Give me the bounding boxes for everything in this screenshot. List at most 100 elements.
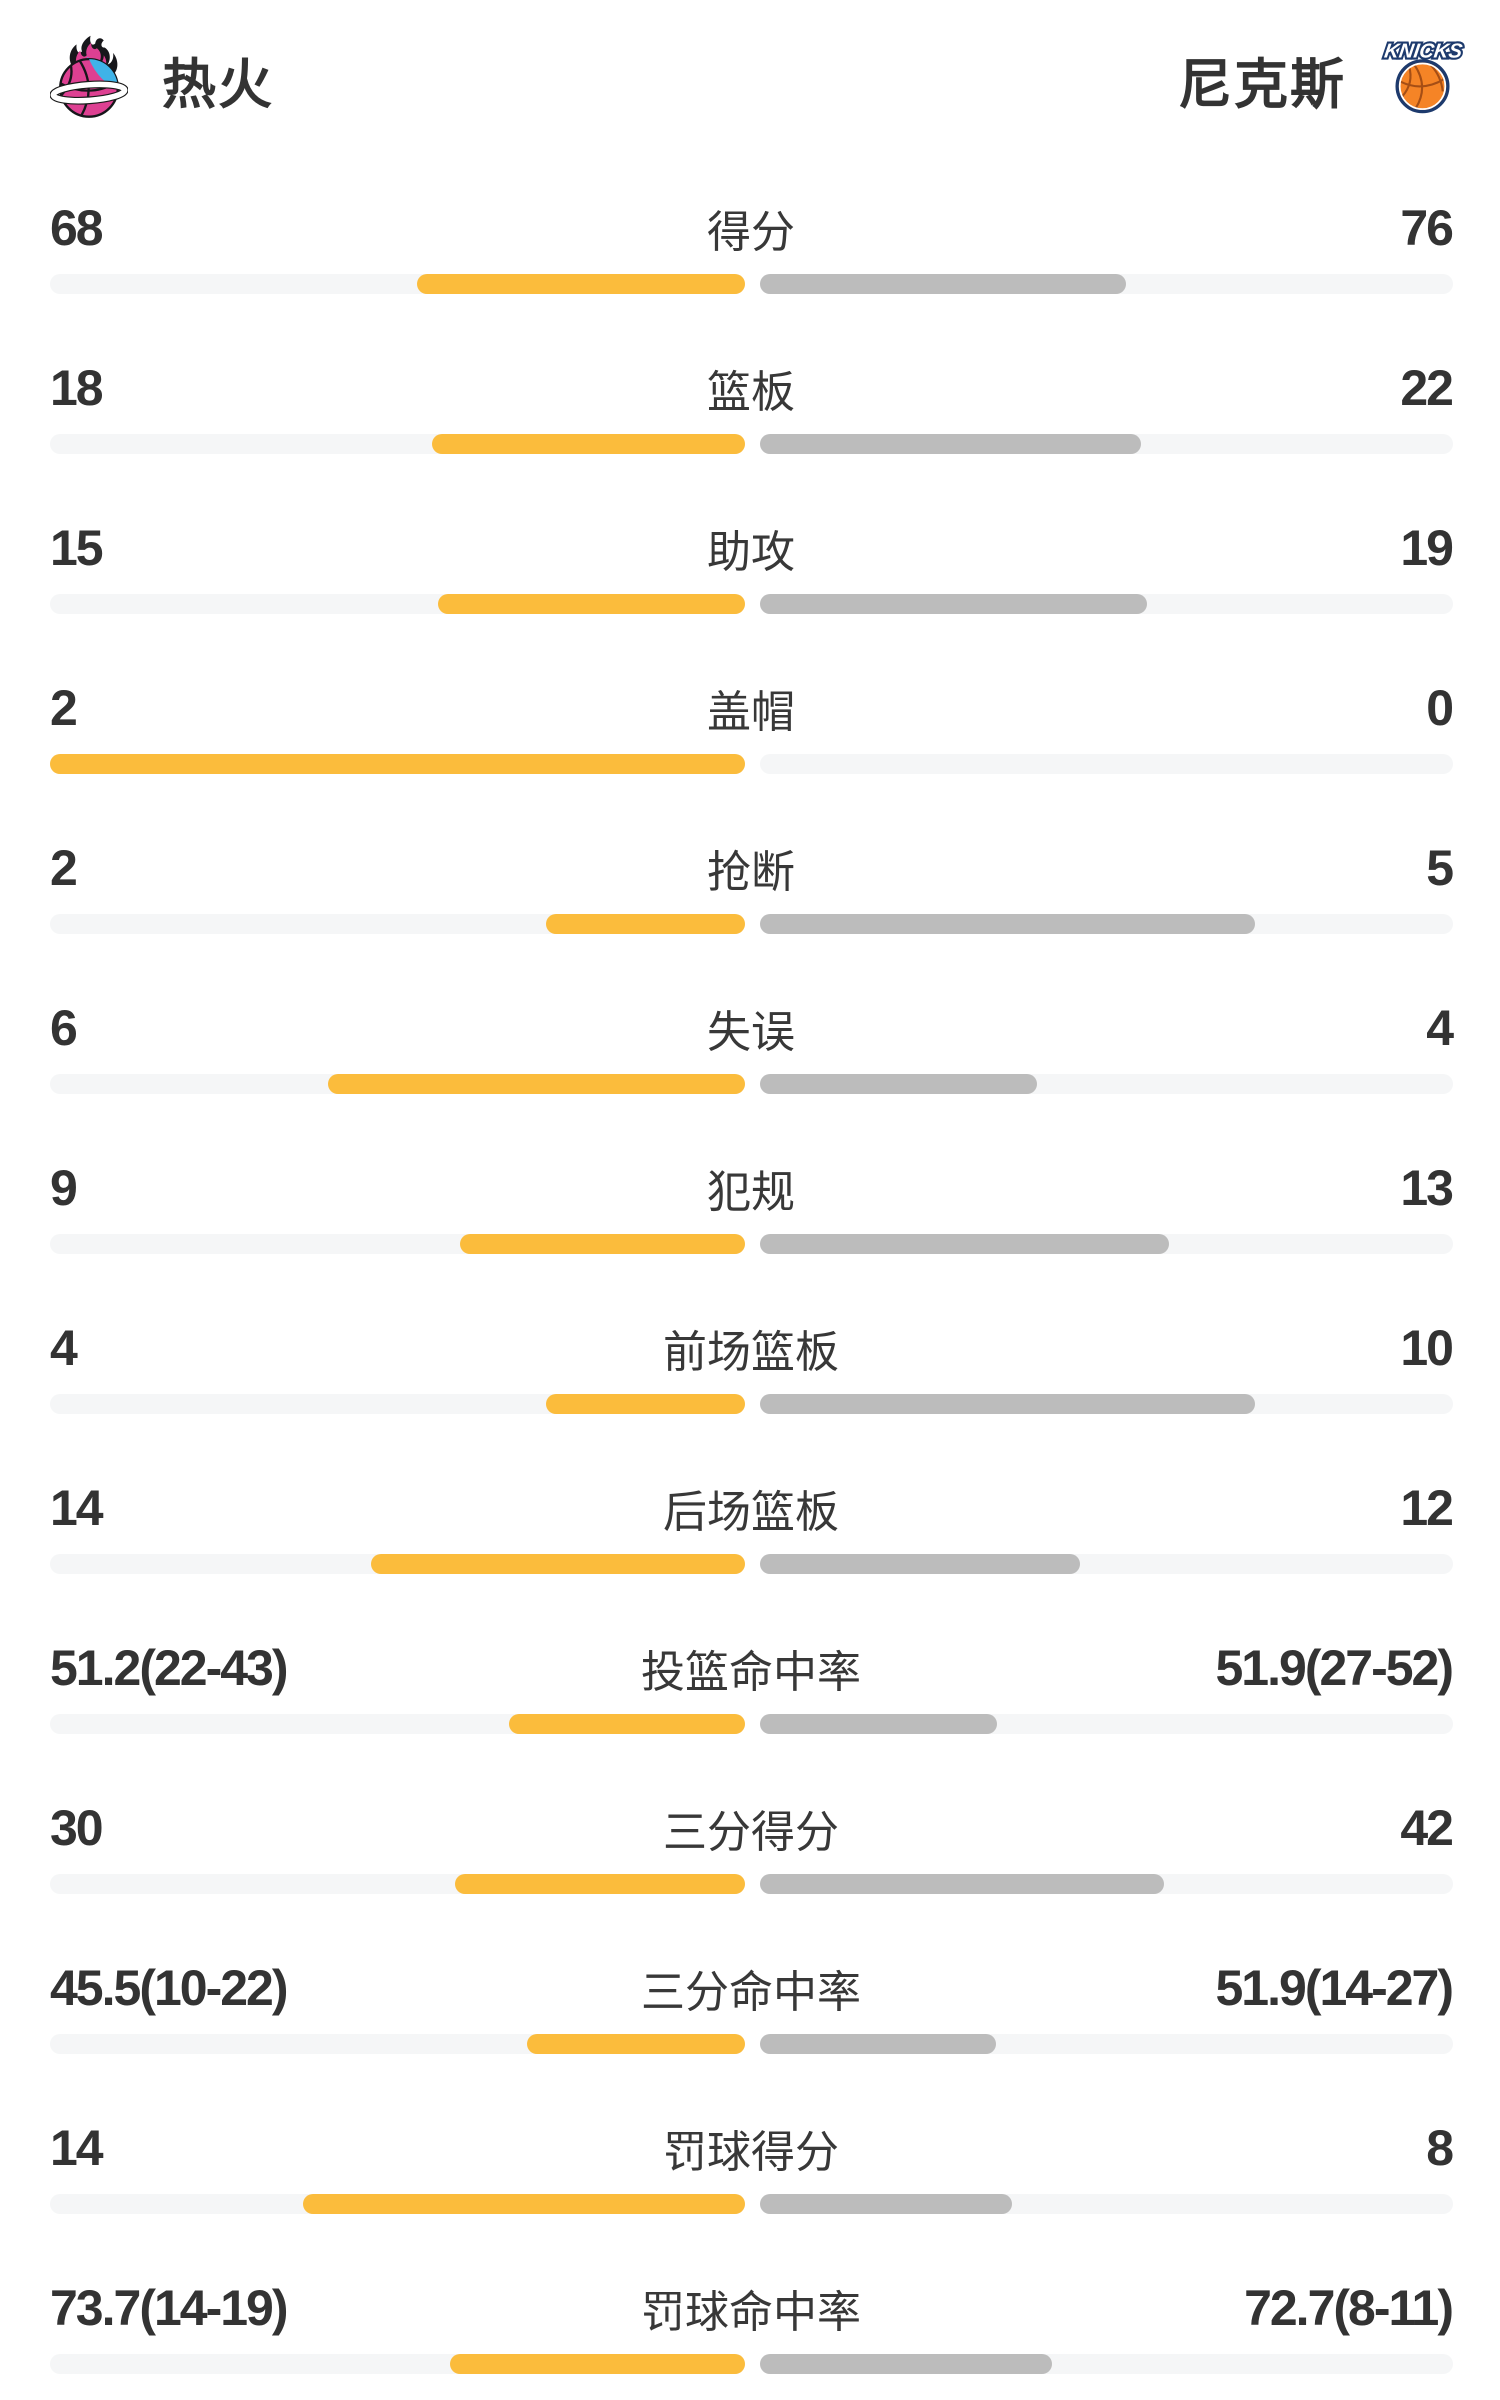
away-bar	[759, 1554, 1080, 1574]
stat-row: 9 犯规 13	[0, 1157, 1500, 1317]
stat-label: 抢断	[707, 848, 795, 897]
stat-label: 篮板	[707, 368, 795, 417]
home-value: 18	[50, 360, 104, 416]
stat-label: 前场篮板	[663, 1328, 839, 1377]
stat-label: 罚球命中率	[641, 2288, 861, 2337]
stats-list: 68 得分 76 18 篮板 22 15 助攻 19	[0, 197, 1500, 2400]
stat-label: 三分得分	[663, 1808, 839, 1857]
stat-label: 助攻	[707, 528, 795, 577]
home-bar	[527, 2034, 745, 2054]
stat-row: 45.5(10-22) 三分命中率 51.9(14-27)	[0, 1957, 1500, 2117]
away-bar	[759, 434, 1141, 454]
home-value: 14	[50, 1480, 104, 1536]
away-bar	[759, 274, 1126, 294]
home-team-name: 热火	[162, 55, 274, 115]
stat-line: 14 罚球得分 8	[0, 2120, 1500, 2177]
home-bar	[416, 274, 745, 294]
stat-line: 15 助攻 19	[0, 520, 1500, 577]
away-value: 4	[1426, 1000, 1454, 1056]
home-value: 30	[50, 1800, 104, 1856]
home-bar	[302, 2194, 745, 2214]
home-bar	[327, 1074, 745, 1094]
stat-bar-row	[50, 1714, 1453, 1734]
stat-label: 三分命中率	[641, 1968, 861, 2017]
stat-row: 6 失误 4	[0, 997, 1500, 1157]
away-bar	[759, 2354, 1052, 2374]
stat-label: 得分	[707, 208, 795, 257]
home-value: 73.7(14-19)	[50, 2280, 289, 2336]
away-team-name: 尼克斯	[1178, 55, 1346, 115]
stat-line: 9 犯规 13	[0, 1160, 1500, 1217]
stat-bar-row	[50, 2034, 1453, 2054]
away-value: 10	[1400, 1320, 1454, 1376]
stat-line: 4 前场篮板 10	[0, 1320, 1500, 1377]
away-team: 尼克斯 KNICKS	[1178, 39, 1466, 120]
stat-row: 2 抢断 5	[0, 837, 1500, 997]
home-value: 45.5(10-22)	[50, 1960, 289, 2016]
stat-line: 51.2(22-43) 投篮命中率 51.9(27-52)	[0, 1640, 1500, 1697]
stat-line: 45.5(10-22) 三分命中率 51.9(14-27)	[0, 1960, 1500, 2017]
stat-line: 73.7(14-19) 罚球命中率 72.7(8-11)	[0, 2280, 1500, 2337]
stat-bar-row	[50, 2354, 1453, 2374]
away-value: 0	[1426, 680, 1454, 736]
home-value: 2	[50, 680, 78, 736]
stat-row: 14 后场篮板 12	[0, 1477, 1500, 1637]
stat-line: 18 篮板 22	[0, 360, 1500, 417]
header: 热火 尼克斯 KNICKS	[0, 0, 1500, 122]
knicks-wordmark: KNICKS	[1383, 41, 1464, 63]
home-bar	[438, 594, 745, 614]
stat-bar-row	[50, 1394, 1453, 1414]
home-value: 15	[50, 520, 104, 576]
stat-line: 14 后场篮板 12	[0, 1480, 1500, 1537]
away-value: 22	[1400, 360, 1454, 416]
home-value: 6	[50, 1000, 78, 1056]
stat-row: 51.2(22-43) 投篮命中率 51.9(27-52)	[0, 1637, 1500, 1797]
home-bar	[460, 1234, 745, 1254]
stat-row: 15 助攻 19	[0, 517, 1500, 677]
stat-bar-row	[50, 434, 1453, 454]
stat-bar-row	[50, 1234, 1453, 1254]
home-bar	[455, 1874, 745, 1894]
away-bar-track	[759, 754, 1453, 774]
stat-label: 投篮命中率	[641, 1648, 861, 1697]
away-value: 19	[1400, 520, 1454, 576]
home-value: 68	[50, 200, 104, 256]
home-value: 4	[50, 1320, 78, 1376]
away-value: 13	[1400, 1160, 1454, 1216]
stat-label: 罚球得分	[663, 2128, 839, 2177]
stat-bar-row	[50, 2194, 1453, 2214]
stat-line: 68 得分 76	[0, 200, 1500, 257]
home-value: 14	[50, 2120, 104, 2176]
home-team: 热火	[49, 35, 274, 124]
away-bar	[759, 1074, 1037, 1094]
away-bar	[759, 1394, 1255, 1414]
stat-row: 73.7(14-19) 罚球命中率 72.7(8-11)	[0, 2277, 1500, 2400]
home-value: 2	[50, 840, 78, 896]
stat-line: 30 三分得分 42	[0, 1800, 1500, 1857]
away-value: 12	[1400, 1480, 1454, 1536]
stat-bar-row	[50, 1074, 1453, 1094]
stat-row: 4 前场篮板 10	[0, 1317, 1500, 1477]
away-value: 42	[1400, 1800, 1454, 1856]
home-bar	[449, 2354, 745, 2374]
home-bar	[431, 434, 745, 454]
stat-row: 68 得分 76	[0, 197, 1500, 357]
stat-bar-row	[50, 1554, 1453, 1574]
stat-row: 2 盖帽 0	[0, 677, 1500, 837]
stat-bar-row	[50, 594, 1453, 614]
home-bar	[509, 1714, 745, 1734]
home-value: 51.2(22-43)	[50, 1640, 289, 1696]
away-bar	[759, 2194, 1012, 2214]
knicks-logo-icon: KNICKS	[1380, 39, 1466, 120]
stat-bar-row	[50, 274, 1453, 294]
away-bar	[759, 1874, 1165, 1894]
stat-label: 盖帽	[707, 688, 795, 737]
stat-label: 后场篮板	[663, 1488, 839, 1537]
stat-line: 6 失误 4	[0, 1000, 1500, 1057]
away-bar	[759, 2034, 997, 2054]
stat-bar-row	[50, 914, 1453, 934]
stat-label: 犯规	[707, 1168, 795, 1217]
home-bar	[50, 754, 745, 774]
away-value: 76	[1400, 200, 1454, 256]
away-bar	[759, 594, 1148, 614]
